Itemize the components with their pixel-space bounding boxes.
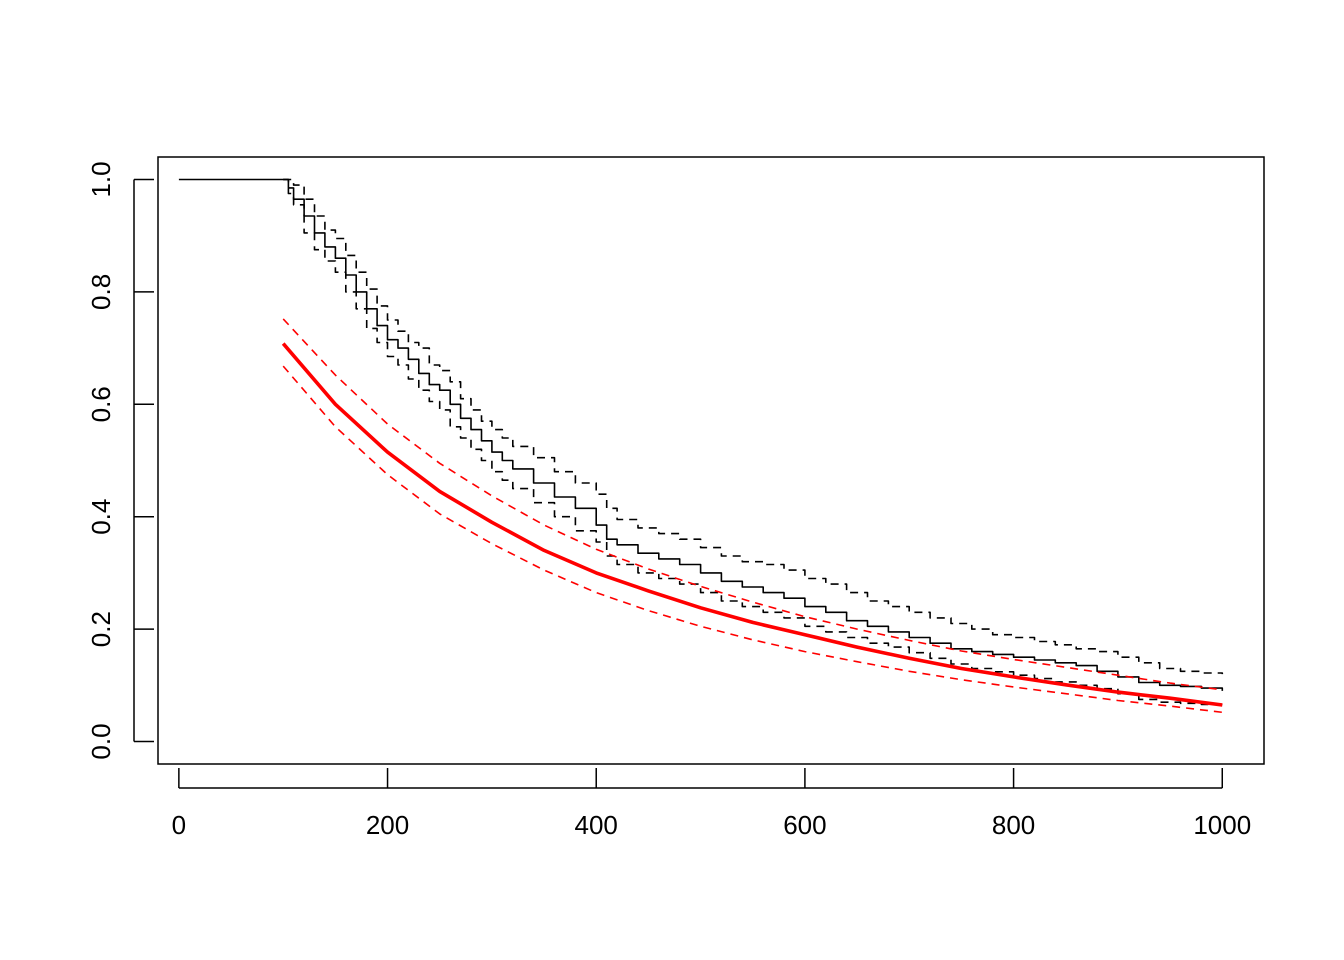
series-line-3	[283, 178, 1224, 706]
x-axis: 0 200 400 600 800 1000	[172, 768, 1251, 840]
y-tick-label: 0.0	[86, 723, 116, 759]
x-tick-label: 0	[172, 810, 186, 840]
y-tick-label: 0.2	[86, 611, 116, 647]
x-tick-label: 1000	[1193, 810, 1251, 840]
series-line-1	[178, 178, 1224, 691]
x-tick-label: 200	[366, 810, 409, 840]
y-tick-label: 0.6	[86, 386, 116, 422]
x-tick-label: 600	[783, 810, 826, 840]
x-tick-label: 400	[575, 810, 618, 840]
y-axis: 0.0 0.2 0.4 0.6 0.8 1.0	[86, 161, 154, 760]
x-tick-label: 800	[992, 810, 1035, 840]
series-line-4	[281, 342, 1223, 707]
plot-frame	[157, 156, 1265, 765]
y-tick-label: 1.0	[86, 161, 116, 197]
y-tick-label: 0.4	[86, 499, 116, 535]
series-line-6	[282, 365, 1223, 714]
series-line-2	[283, 178, 1224, 675]
y-tick-label: 0.8	[86, 274, 116, 310]
series-layer	[178, 178, 1224, 714]
series-line-5	[282, 318, 1223, 691]
